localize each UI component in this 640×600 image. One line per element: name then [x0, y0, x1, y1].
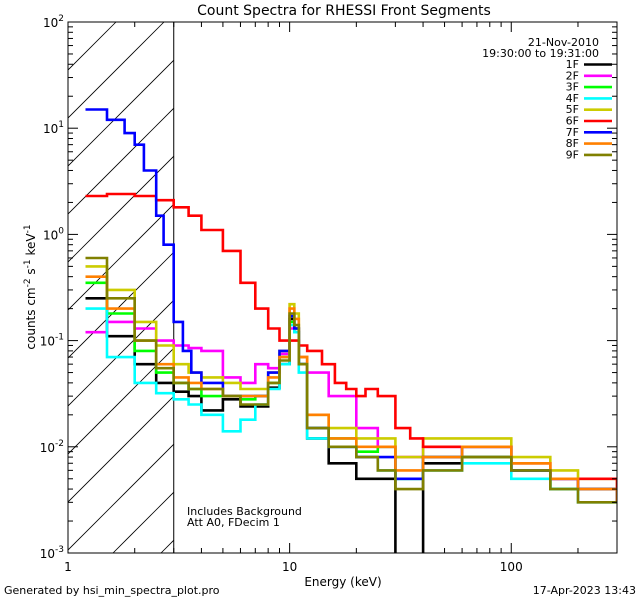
timestamp-label: 17-Apr-2023 13:43 — [533, 584, 636, 597]
series-6F — [85, 192, 617, 490]
legend-time-range: 19:30:00 to 19:31:00 — [482, 47, 599, 60]
legend-label-9F: 9F — [566, 148, 579, 161]
y-axis-label-part: keV — [24, 233, 38, 260]
generated-by-label: Generated by hsi_min_spectra_plot.pro — [4, 584, 220, 597]
y-tick-base: 10 — [43, 228, 58, 242]
annotation-background: Includes Background — [187, 505, 302, 518]
y-tick-label: 10-1 — [40, 333, 64, 349]
x-tick-label: 10 — [282, 560, 297, 574]
y-axis-label-part: s — [24, 268, 38, 278]
y-tick-base: 10 — [40, 547, 55, 561]
hatch-line — [401, 22, 640, 553]
series-4F — [85, 307, 617, 504]
series-9F — [85, 256, 617, 504]
y-axis-label-exp: -1 — [23, 224, 33, 233]
y-tick-label: 101 — [43, 120, 64, 136]
legend-label-5F: 5F — [566, 103, 579, 116]
hatch-line — [68, 155, 174, 263]
y-axis-label: counts cm-2 s-1 keV-1 — [23, 224, 38, 349]
legend-label-8F: 8F — [566, 137, 579, 150]
hatch-line — [68, 347, 174, 455]
legend-label-6F: 6F — [566, 115, 579, 128]
hatch-line — [68, 22, 165, 119]
y-tick-label: 100 — [43, 226, 64, 242]
hatch-line — [68, 395, 174, 503]
hatch-line — [545, 22, 640, 553]
annotation-attenuator: Att A0, FDecim 1 — [187, 516, 280, 529]
hatch-line — [112, 491, 174, 553]
hatch-line — [257, 22, 640, 553]
hatch-line — [68, 107, 174, 215]
hatch-line — [68, 59, 174, 167]
plot-frame — [67, 21, 618, 554]
excluded-region-hatch — [68, 22, 640, 553]
series-layer — [85, 108, 617, 553]
legend-label-3F: 3F — [566, 81, 579, 94]
y-tick-base: 10 — [40, 441, 55, 455]
y-tick-exponent: 2 — [58, 14, 64, 24]
y-tick-exponent: -1 — [55, 333, 64, 343]
x-tick-label: 1 — [64, 560, 72, 574]
series-7F — [85, 108, 617, 503]
y-axis-label-exp: -1 — [23, 259, 33, 268]
y-axis-label-part: counts cm — [24, 287, 38, 349]
hatch-lines — [68, 22, 640, 553]
y-tick-base: 10 — [43, 122, 58, 136]
y-tick-label: 102 — [43, 14, 64, 30]
hatch-line — [68, 443, 174, 551]
y-tick-base: 10 — [43, 16, 58, 30]
x-axis-label: Energy (keV) — [304, 575, 381, 589]
y-tick-exponent: 0 — [58, 226, 64, 236]
chart-title: Count Spectra for RHESSI Front Segments — [197, 3, 491, 19]
hatch-line — [68, 22, 117, 71]
x-tick-label: 100 — [500, 560, 523, 574]
series-5F — [85, 265, 617, 490]
y-tick-exponent: -3 — [55, 545, 64, 555]
hatch-line — [68, 251, 174, 359]
hatch-line — [68, 203, 174, 311]
y-tick-exponent: -2 — [55, 439, 64, 449]
series-2F — [85, 320, 617, 503]
legend-label-7F: 7F — [566, 126, 579, 139]
hatch-line — [449, 22, 640, 553]
y-tick-label: 10-2 — [40, 439, 64, 455]
legend-label-2F: 2F — [566, 69, 579, 82]
y-tick-label: 10-3 — [40, 545, 64, 561]
y-axis-label-exp: -2 — [23, 278, 33, 287]
legend-label-1F: 1F — [566, 58, 579, 71]
y-tick-exponent: 1 — [58, 120, 64, 130]
legend-label-4F: 4F — [566, 92, 579, 105]
y-tick-base: 10 — [40, 335, 55, 349]
legend-date: 21-Nov-2010 — [528, 36, 599, 49]
